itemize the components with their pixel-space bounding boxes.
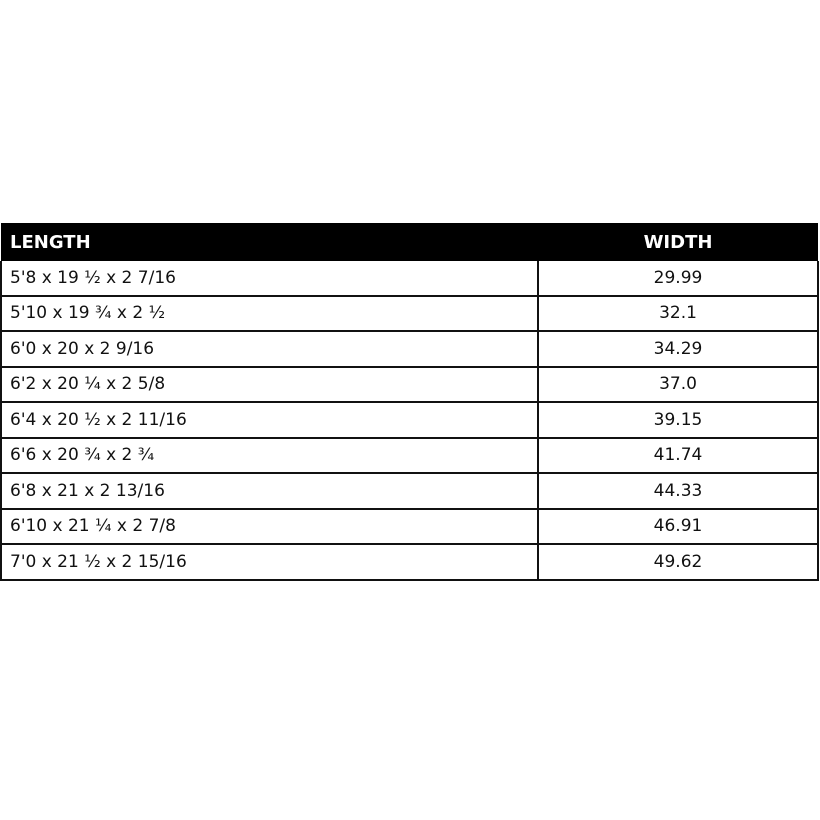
table-row: 7'0 x 21 ½ x 2 15/16 49.62 xyxy=(0,543,819,581)
cell-length: 7'0 x 21 ½ x 2 15/16 xyxy=(0,543,539,581)
cell-length: 6'6 x 20 ¾ x 2 ¾ xyxy=(0,436,539,474)
table-row: 6'10 x 21 ¼ x 2 7/8 46.91 xyxy=(0,507,819,545)
cell-length: 6'8 x 21 x 2 13/16 xyxy=(0,472,539,510)
table-row: 6'4 x 20 ½ x 2 11/16 39.15 xyxy=(0,401,819,439)
cell-length: 5'8 x 19 ½ x 2 7/16 xyxy=(0,261,539,297)
table-header-row: LENGTH WIDTH xyxy=(1,223,818,261)
table-row: 6'6 x 20 ¾ x 2 ¾ 41.74 xyxy=(0,436,819,474)
cell-length: 6'10 x 21 ¼ x 2 7/8 xyxy=(0,507,539,545)
cell-width: 41.74 xyxy=(537,436,819,474)
cell-width: 49.62 xyxy=(537,543,819,581)
size-table-container: LENGTH WIDTH 5'8 x 19 ½ x 2 7/16 29.99 5'1… xyxy=(0,223,819,596)
cell-width: 34.29 xyxy=(537,330,819,368)
size-table: LENGTH WIDTH 5'8 x 19 ½ x 2 7/16 29.99 5'1… xyxy=(0,223,819,581)
cell-length: 6'0 x 20 x 2 9/16 xyxy=(0,330,539,368)
header-length: LENGTH xyxy=(1,223,538,261)
cell-length: 6'2 x 20 ¼ x 2 5/8 xyxy=(0,365,539,403)
table-row: 5'10 x 19 ¾ x 2 ½ 32.1 xyxy=(0,294,819,332)
cell-length: 6'4 x 20 ½ x 2 11/16 xyxy=(0,401,539,439)
table-row: 6'8 x 21 x 2 13/16 44.33 xyxy=(0,472,819,510)
cell-length: 5'10 x 19 ¾ x 2 ½ xyxy=(0,294,539,332)
cell-width: 37.0 xyxy=(537,365,819,403)
cell-width: 32.1 xyxy=(537,294,819,332)
table-row: 5'8 x 19 ½ x 2 7/16 29.99 xyxy=(0,261,819,297)
cell-width: 46.91 xyxy=(537,507,819,545)
table-row: 6'0 x 20 x 2 9/16 34.29 xyxy=(0,330,819,368)
table-row: 6'2 x 20 ¼ x 2 5/8 37.0 xyxy=(0,365,819,403)
header-width: WIDTH xyxy=(538,223,818,261)
cell-width: 44.33 xyxy=(537,472,819,510)
cell-width: 39.15 xyxy=(537,401,819,439)
cell-width: 29.99 xyxy=(537,261,819,297)
